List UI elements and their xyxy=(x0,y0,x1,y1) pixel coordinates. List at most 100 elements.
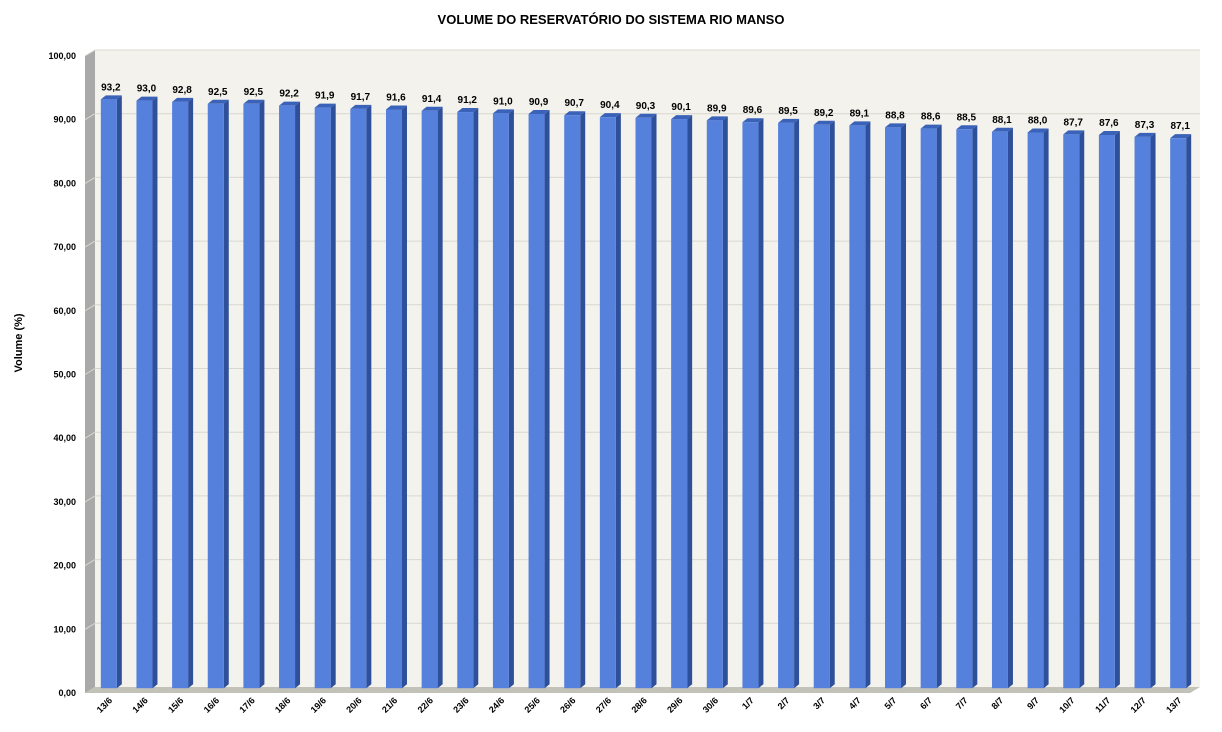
bar xyxy=(136,96,158,689)
x-tick-label: 29/6 xyxy=(665,695,684,714)
bar-side xyxy=(829,120,835,689)
bar xyxy=(457,108,479,689)
data-label: 87,1 xyxy=(1170,121,1190,132)
bar xyxy=(492,109,514,689)
bar-side xyxy=(865,121,871,689)
bar xyxy=(172,97,194,689)
bar xyxy=(100,95,122,689)
bar-front xyxy=(920,128,937,689)
bar-side xyxy=(223,99,229,689)
data-label: 91,0 xyxy=(493,96,513,107)
bar-front xyxy=(991,131,1008,689)
data-label: 90,4 xyxy=(600,100,620,111)
data-label: 91,2 xyxy=(458,95,478,106)
bar-side xyxy=(1114,130,1120,689)
bar-front xyxy=(528,113,545,689)
y-tick-label: 90,00 xyxy=(53,115,76,125)
y-tick-label: 70,00 xyxy=(53,242,76,252)
data-label: 89,1 xyxy=(850,108,870,119)
data-label: 88,6 xyxy=(921,112,941,123)
bar-side xyxy=(1043,128,1049,689)
bar-side xyxy=(330,103,336,689)
bar-top xyxy=(1027,128,1049,133)
bar-side xyxy=(794,118,800,689)
bar-front xyxy=(1170,138,1187,689)
data-label: 91,9 xyxy=(315,91,335,102)
bar-front xyxy=(1098,134,1115,689)
bar-side xyxy=(901,123,907,689)
bar-side xyxy=(1186,134,1192,689)
x-tick-label: 30/6 xyxy=(701,695,720,714)
y-tick-label: 60,00 xyxy=(53,306,76,316)
bar-side xyxy=(437,106,443,689)
x-tick-label: 21/6 xyxy=(380,695,399,714)
bar-side xyxy=(936,124,942,689)
x-tick-label: 19/6 xyxy=(309,695,328,714)
x-tick-label: 9/7 xyxy=(1025,695,1041,711)
bar-top xyxy=(920,124,942,129)
bar xyxy=(742,118,764,689)
bar-top xyxy=(1134,132,1156,137)
bar-front xyxy=(1063,134,1080,689)
x-tick-label: 17/6 xyxy=(237,695,256,714)
bar-front xyxy=(243,103,260,689)
y-axis-label: Volume (%) xyxy=(13,313,25,372)
bar xyxy=(528,109,550,689)
x-tick-label: 7/7 xyxy=(954,695,970,711)
x-tick-label: 24/6 xyxy=(487,695,506,714)
bar-top xyxy=(599,113,621,118)
gridline-side xyxy=(84,113,96,121)
bar xyxy=(671,115,693,689)
data-label: 92,5 xyxy=(208,87,228,98)
data-label: 88,8 xyxy=(885,110,905,121)
data-label: 90,7 xyxy=(564,98,584,109)
data-label: 90,3 xyxy=(636,101,656,112)
plot-area: 0,00 10,00 20,00 30,00 40,00 50,00 60,00 70,00 8… xyxy=(48,49,1200,715)
bar-top xyxy=(671,115,693,120)
bar-top xyxy=(421,106,443,111)
data-label: 87,7 xyxy=(1064,117,1084,128)
bar-front xyxy=(314,107,331,689)
bar-front xyxy=(100,99,117,689)
bar-top xyxy=(742,118,764,123)
bar-top xyxy=(849,121,871,126)
bar-front xyxy=(956,129,973,689)
bar-front xyxy=(350,108,367,689)
bar-front xyxy=(671,119,688,689)
bar xyxy=(778,118,800,689)
x-tick-label: 25/6 xyxy=(523,695,542,714)
bar-side xyxy=(758,118,764,689)
bar xyxy=(1098,130,1120,689)
x-tick-label: 11/7 xyxy=(1093,695,1112,714)
bar-side xyxy=(722,116,728,689)
bar-front xyxy=(742,122,759,689)
y-tick-label: 10,00 xyxy=(53,624,76,634)
bar-top xyxy=(314,103,336,108)
bar-top xyxy=(279,101,301,106)
bar xyxy=(849,121,871,689)
data-label: 88,5 xyxy=(957,112,977,123)
bar-top xyxy=(136,96,158,101)
bar-top xyxy=(172,97,194,102)
bar-side xyxy=(116,95,122,689)
bar xyxy=(956,125,978,689)
data-label: 87,6 xyxy=(1099,118,1119,129)
floor xyxy=(85,687,1200,693)
bar-side xyxy=(259,99,265,689)
bar-top xyxy=(1063,130,1085,135)
data-label: 90,9 xyxy=(529,97,549,108)
bar-top xyxy=(778,118,800,123)
bar-front xyxy=(421,110,438,689)
gridline-side xyxy=(84,559,96,567)
y-tick-label: 0,00 xyxy=(58,688,76,698)
bar-front xyxy=(564,115,581,689)
bar-top xyxy=(635,113,657,118)
data-label: 93,2 xyxy=(101,82,121,93)
data-label: 87,3 xyxy=(1135,120,1155,131)
x-tick-label: 13/6 xyxy=(95,695,114,714)
bar-top xyxy=(457,108,479,113)
data-label: 90,1 xyxy=(671,102,691,113)
y-tick-label: 30,00 xyxy=(53,497,76,507)
